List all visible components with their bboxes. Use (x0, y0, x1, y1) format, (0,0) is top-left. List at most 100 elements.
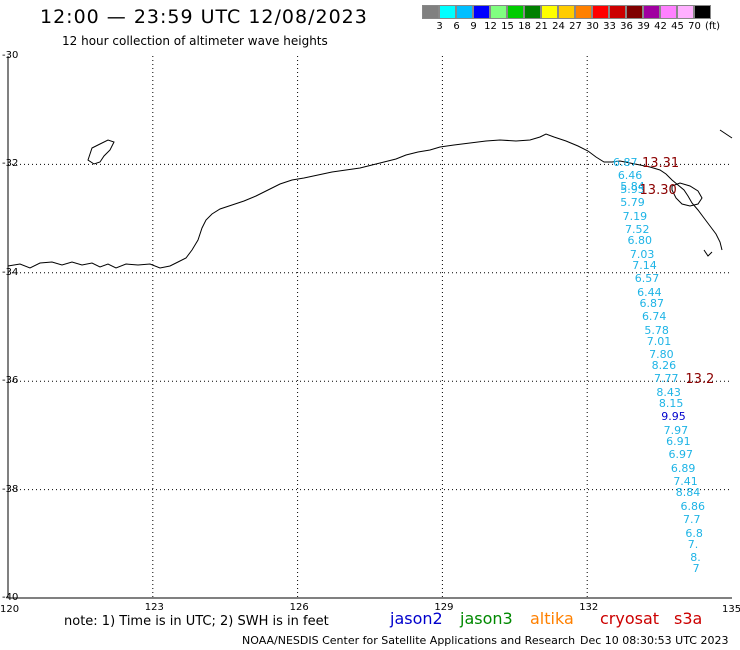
wave-height-label: 7. (687, 537, 699, 551)
wave-height-label: 7.7 (682, 513, 701, 527)
legend-swatch (490, 5, 507, 19)
kangaroo-island-coast (671, 182, 703, 207)
small-island (87, 139, 115, 165)
satellite-jason3: jason3 (460, 609, 513, 628)
legend-label: 12 (484, 21, 497, 32)
wave-height-label: 7 (692, 562, 700, 576)
wave-height-label: 6.80 (627, 234, 652, 248)
legend-label: 36 (620, 21, 633, 32)
wave-height-label: 6.89 (670, 461, 696, 475)
legend-label: 45 (671, 21, 684, 32)
longitude-label: 132 (579, 602, 599, 613)
wave-height-label: 7.77 (654, 372, 679, 386)
latitude-label: -38 (2, 483, 19, 495)
legend-label: 70 (688, 21, 701, 32)
satellite-cryosat: cryosat (600, 609, 660, 628)
latitude-label: -32 (2, 158, 19, 170)
wave-height-label: 6.87 (639, 296, 665, 310)
wave-height-label: 7.14 (632, 258, 657, 272)
legend-label: 21 (535, 21, 548, 32)
legend-swatch (558, 5, 575, 19)
latitude-label: -30 (2, 50, 19, 61)
latitude-label: -40 (2, 592, 19, 603)
wave-height-label: 7.52 (625, 223, 650, 237)
legend-label: 30 (586, 21, 599, 32)
longitude-label: 120 (0, 604, 20, 615)
legend-label: 3 (436, 21, 443, 32)
legend-label: 15 (501, 21, 514, 32)
wave-height-label: 6.86 (680, 499, 706, 513)
legend-swatch (592, 5, 609, 19)
wave-height-label: 6.74 (641, 310, 667, 324)
longitude-label: 135 (722, 604, 740, 615)
wave-height-label: 6.57 (634, 272, 660, 286)
legend-swatch (439, 5, 456, 19)
footer-timestamp: Dec 10 08:30:53 UTC 2023 (580, 634, 729, 647)
legend-swatch (609, 5, 626, 19)
wave-height-label: 6.46 (617, 169, 643, 183)
wave-height-label: 8.43 (656, 386, 681, 400)
wave-height-label: 7.97 (663, 423, 689, 437)
satellite-altika: altika (530, 609, 574, 628)
wave-height-label: 7.80 (649, 348, 674, 362)
legend-swatch (643, 5, 660, 19)
wave-height-label: 8.15 (658, 396, 684, 410)
wave-height-label: 7.03 (629, 247, 655, 261)
wave-height-label: 8.84 (675, 486, 701, 500)
legend-label: 42 (654, 21, 667, 32)
legend-swatch (507, 5, 524, 19)
legend-label: 39 (637, 21, 650, 32)
satellite-s3a: s3a (674, 609, 703, 628)
legend-swatch (456, 5, 473, 19)
wave-height-label: 5.84 (620, 180, 645, 194)
legend-swatch (575, 5, 592, 19)
wave-height-label: 6.87 (612, 155, 638, 169)
legend-swatch (422, 5, 439, 19)
legend-swatch (473, 5, 490, 19)
map-subtitle: 12 hour collection of altimeter wave hei… (62, 34, 328, 48)
legend-label: 27 (569, 21, 582, 32)
longitude-label: 129 (434, 602, 454, 613)
wave-height-label: 5.79 (620, 196, 645, 210)
legend-swatch (524, 5, 541, 19)
wave-height-label: 6.8 (685, 526, 703, 540)
legend-swatch (660, 5, 677, 19)
wave-height-label: 5.78 (644, 323, 669, 337)
wave-height-label: 6.97 (668, 448, 693, 462)
color-legend (422, 5, 711, 19)
map-frame (7, 56, 732, 599)
wave-height-label: 5.95 (620, 182, 645, 196)
legend-label: 18 (518, 21, 531, 32)
map-title: 12:00 — 23:59 UTC 12/08/2023 (40, 6, 368, 28)
wave-height-label: 6.91 (666, 434, 691, 448)
legend-swatch (694, 5, 711, 19)
latitude-label: -34 (2, 266, 19, 278)
legend-label: 6 (453, 21, 460, 32)
wave-height-label: 8.26 (651, 358, 677, 372)
wave-height-label: 7.41 (673, 475, 698, 489)
legend-label: 9 (470, 21, 477, 32)
wave-height-label: 7.01 (646, 334, 672, 348)
east-coast-fragment (703, 129, 733, 257)
wave-height-label: 7.19 (622, 209, 648, 223)
legend-swatch (626, 5, 643, 19)
latitude-label: -36 (2, 375, 19, 387)
legend-swatch (677, 5, 694, 19)
coastline (7, 133, 723, 269)
legend-unit: (ft) (705, 21, 721, 32)
legend-label: 24 (552, 21, 565, 32)
longitude-label: 123 (144, 602, 164, 613)
legend-swatch (541, 5, 558, 19)
footer-note: note: 1) Time is in UTC; 2) SWH is in fe… (64, 614, 329, 629)
longitude-label: 126 (289, 602, 309, 613)
wave-height-label: 13.2 (685, 372, 715, 388)
wave-height-label: 6.44 (637, 285, 662, 299)
wave-height-label: 13.31 (641, 155, 680, 171)
satellite-jason2: jason2 (390, 609, 443, 628)
map-grid (8, 56, 732, 598)
wave-height-label: 8. (690, 551, 701, 565)
legend-label: 33 (603, 21, 616, 32)
footer-credit: NOAA/NESDIS Center for Satellite Applica… (242, 634, 576, 647)
wave-height-label: 9.95 (661, 410, 686, 424)
